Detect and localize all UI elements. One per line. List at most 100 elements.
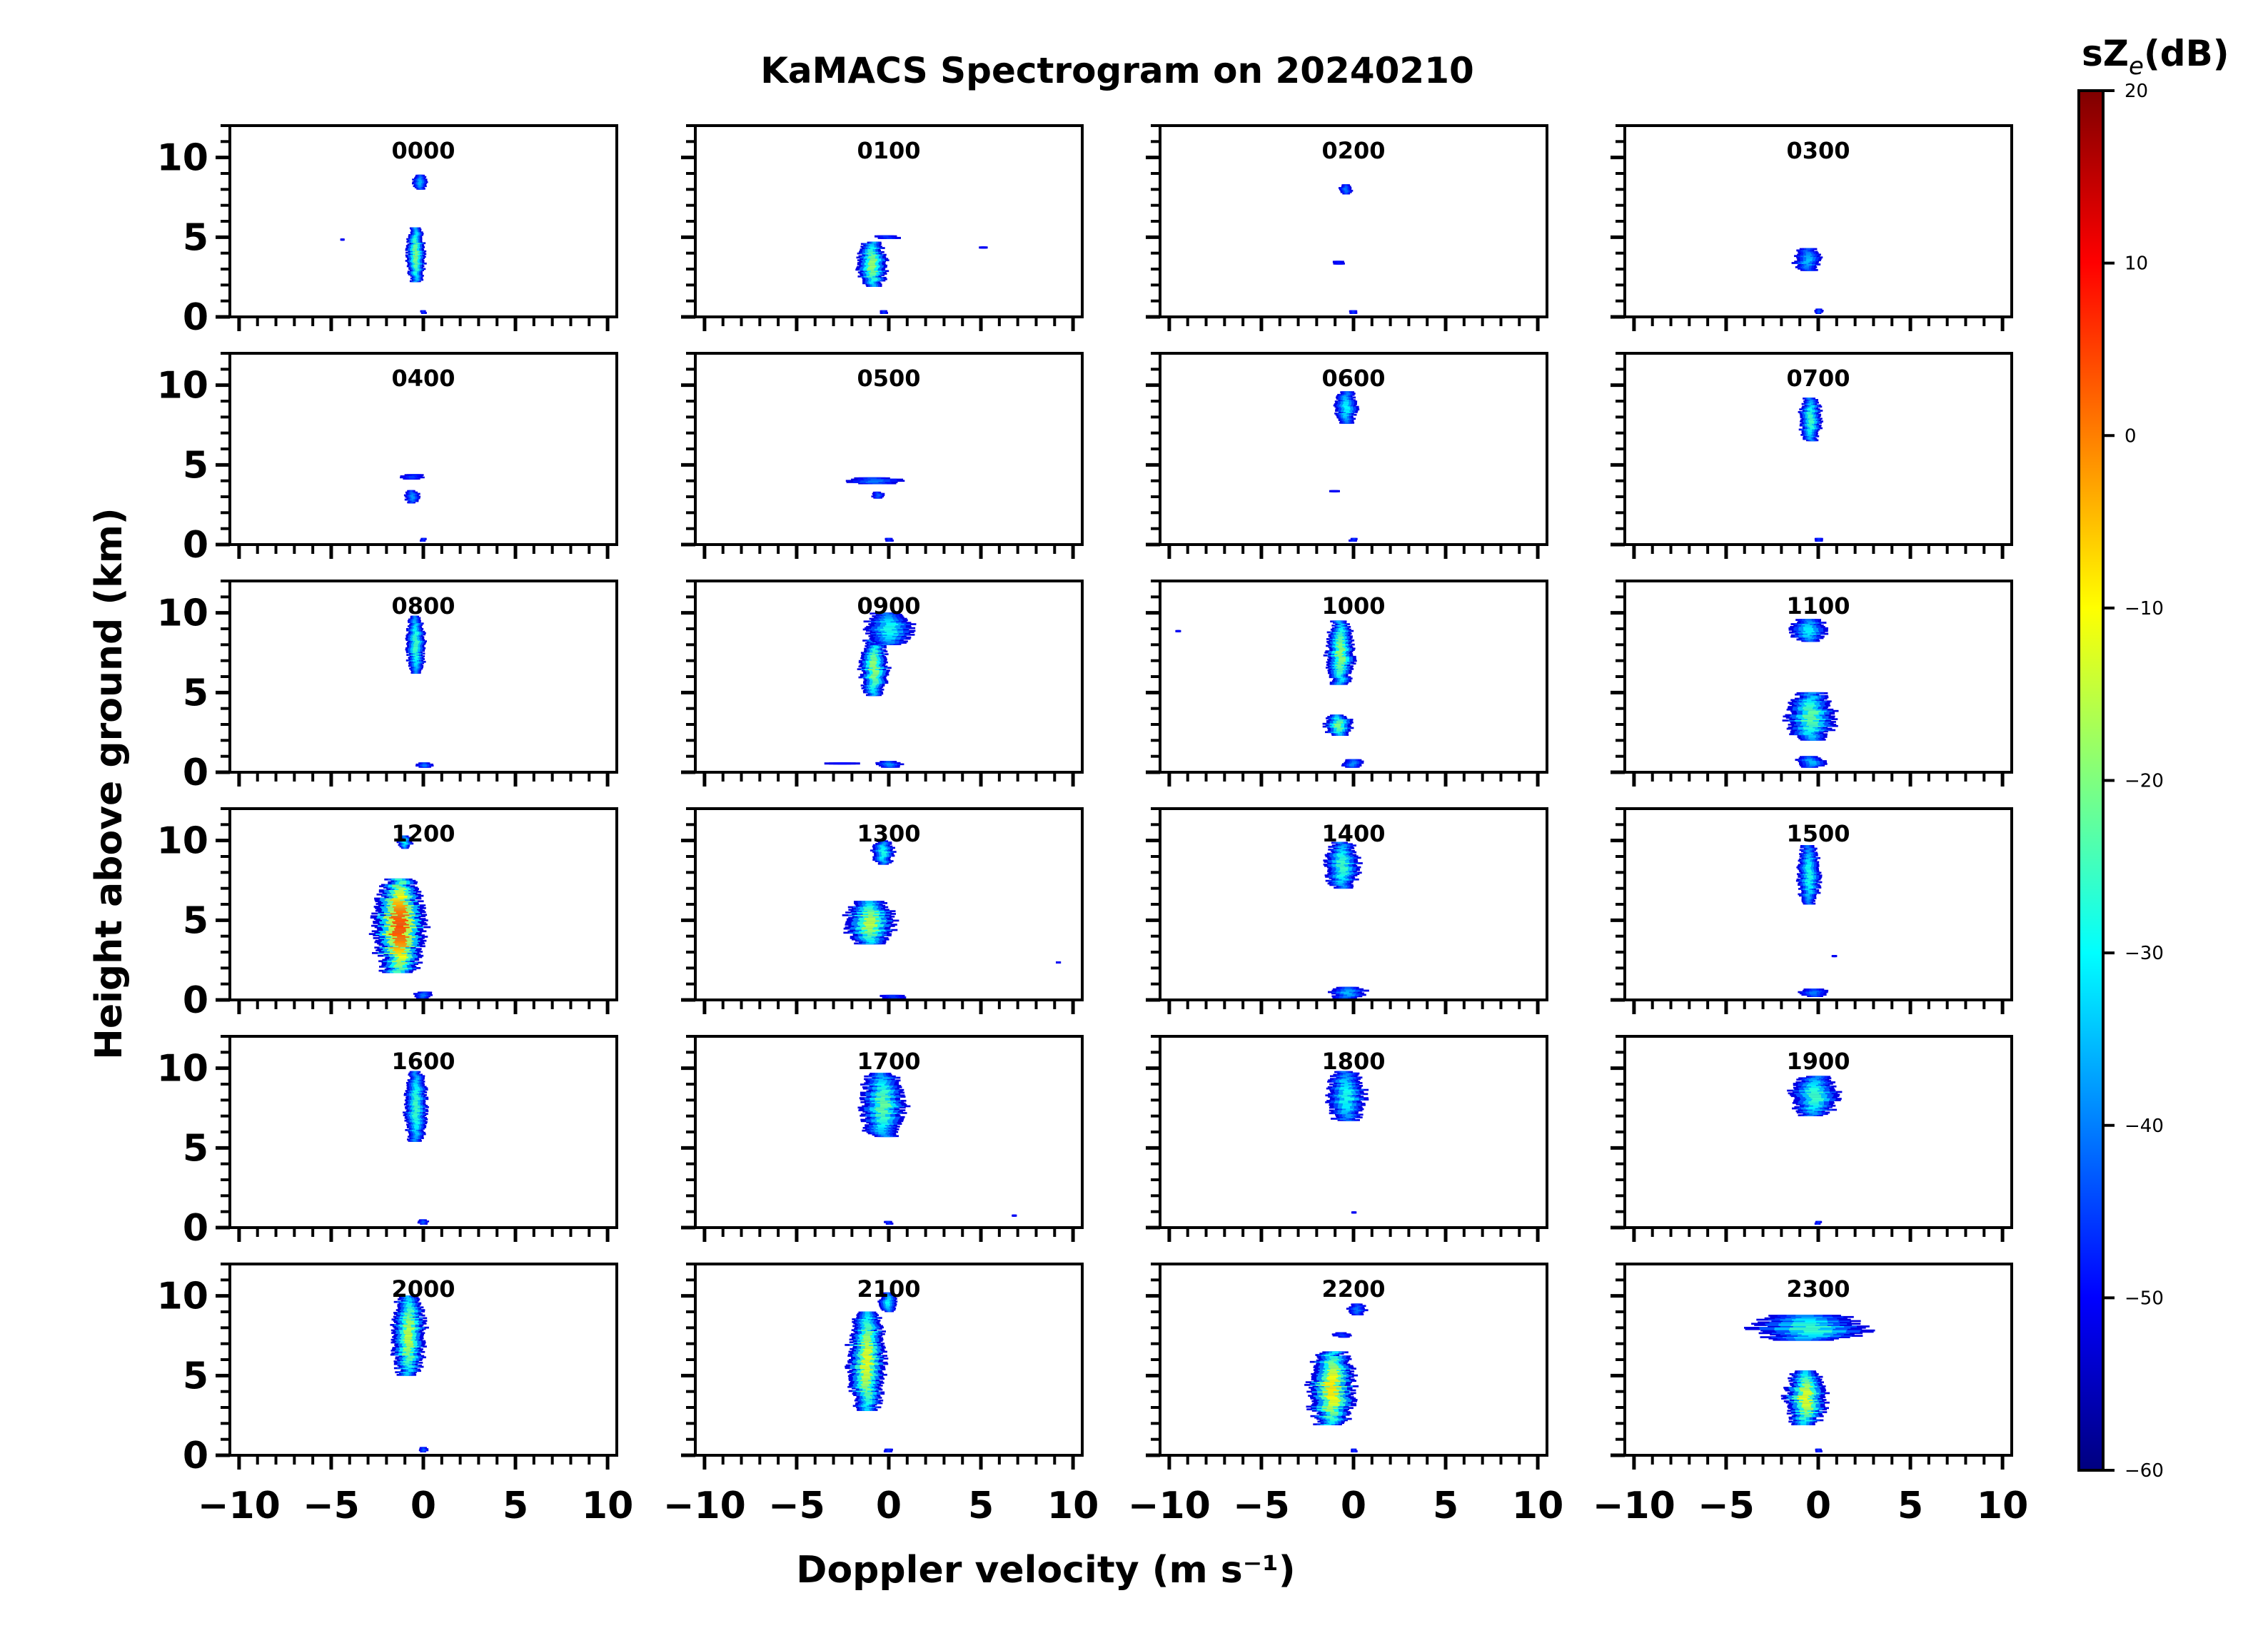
panel-label: 0900 xyxy=(857,592,920,620)
echo-region xyxy=(405,615,427,674)
echo-cell xyxy=(873,692,878,695)
panel-background xyxy=(695,353,1082,545)
echo-cell xyxy=(881,851,888,853)
echo-cell xyxy=(867,668,876,670)
echo-cell xyxy=(865,938,875,941)
echo-cell xyxy=(860,1390,867,1392)
echo-cell xyxy=(867,477,877,480)
echo-cell xyxy=(865,1395,872,1397)
echo-cell xyxy=(1810,1103,1820,1106)
echo-cell xyxy=(405,1340,413,1343)
echo-cell xyxy=(422,763,427,766)
echo-cell xyxy=(1340,867,1349,870)
echo-cell xyxy=(1808,711,1819,714)
echo-cell xyxy=(422,764,427,767)
echo-cell xyxy=(410,498,414,501)
echo-cell xyxy=(875,1129,884,1132)
echo-cell xyxy=(413,1113,420,1115)
echo-cell xyxy=(423,1223,425,1225)
echo-cell xyxy=(1342,415,1347,418)
echo-cell xyxy=(414,624,418,626)
echo-cell xyxy=(1333,725,1341,728)
echo-cell xyxy=(1335,664,1341,666)
echo-cell xyxy=(868,913,880,915)
panel-background xyxy=(1160,581,1547,772)
echo-cell xyxy=(875,1098,885,1101)
panel-label: 1000 xyxy=(1321,592,1385,620)
echo-cell xyxy=(1345,422,1349,424)
echo-cell xyxy=(1807,718,1820,720)
echo-region xyxy=(877,1292,898,1313)
echo-layer xyxy=(1329,391,1360,542)
echo-cell xyxy=(1808,1102,1819,1104)
echo-cell xyxy=(875,1106,888,1109)
echo-cell xyxy=(883,617,893,620)
echo-cell xyxy=(870,656,877,658)
echo-cell xyxy=(418,174,422,177)
echo-cell xyxy=(1340,1075,1348,1078)
echo-cell xyxy=(1802,714,1814,717)
echo-cell xyxy=(1805,849,1810,851)
echo-cell xyxy=(883,841,887,844)
echo-region xyxy=(390,1295,429,1376)
echo-cell xyxy=(870,273,877,275)
echo-cell xyxy=(878,1131,887,1133)
echo-cell xyxy=(1805,846,1810,849)
echo-cell xyxy=(1807,697,1815,700)
echo-cell xyxy=(1338,734,1343,736)
echo-cell xyxy=(1807,861,1812,864)
echo-cell xyxy=(396,886,405,889)
echo-layer xyxy=(368,835,433,999)
echo-layer xyxy=(403,1071,430,1225)
panel-2100: 2100 −10 −5 0 5 10 xyxy=(663,1263,1099,1527)
echo-cell xyxy=(395,954,407,957)
echo-region xyxy=(1349,537,1358,542)
echo-cell xyxy=(392,949,404,951)
echo-cell xyxy=(865,1362,875,1365)
echo-cell xyxy=(867,910,879,912)
echo-cell xyxy=(887,1292,889,1295)
echo-cell xyxy=(869,280,874,283)
x-tick-label: 0 xyxy=(876,1485,902,1527)
echo-cell xyxy=(1341,843,1346,846)
echo-cell xyxy=(1336,854,1345,856)
echo-cell xyxy=(881,1116,891,1118)
echo-cell xyxy=(1339,659,1346,662)
echo-cell xyxy=(864,1340,872,1343)
echo-cell xyxy=(400,879,407,882)
echo-layer xyxy=(405,615,434,768)
echo-cell xyxy=(415,275,419,277)
echo-cell xyxy=(879,844,884,846)
echo-cell xyxy=(859,1385,868,1388)
echo-cell xyxy=(1807,632,1816,635)
echo-cell xyxy=(413,657,418,659)
echo-cell xyxy=(403,1332,413,1335)
echo-cell xyxy=(1344,408,1351,411)
panel-label: 0500 xyxy=(857,365,920,392)
echo-cell xyxy=(415,632,420,634)
echo-cell xyxy=(406,1317,415,1320)
echo-cell xyxy=(1810,399,1813,401)
echo-cell xyxy=(1343,400,1349,403)
echo-region xyxy=(884,1220,894,1225)
echo-cell xyxy=(413,1140,417,1142)
echo-cell xyxy=(413,1091,420,1093)
echo-cell xyxy=(423,991,427,994)
echo-cell xyxy=(860,1353,869,1356)
echo-cell xyxy=(1810,404,1815,407)
echo-cell xyxy=(413,643,418,645)
echo-cell xyxy=(860,1360,870,1362)
echo-cell xyxy=(1342,1103,1352,1106)
echo-cell xyxy=(422,1447,425,1449)
echo-cell xyxy=(1344,191,1348,193)
echo-cell xyxy=(1810,410,1815,412)
echo-cell xyxy=(413,257,418,259)
echo-cell xyxy=(1341,1105,1350,1108)
echo-cell xyxy=(880,840,884,842)
echo-cell xyxy=(413,245,418,247)
echo-cell xyxy=(1344,188,1347,191)
echo-cell xyxy=(403,1347,410,1349)
echo-cell xyxy=(413,639,418,641)
echo-cell xyxy=(1334,717,1339,719)
echo-cell xyxy=(398,953,407,956)
